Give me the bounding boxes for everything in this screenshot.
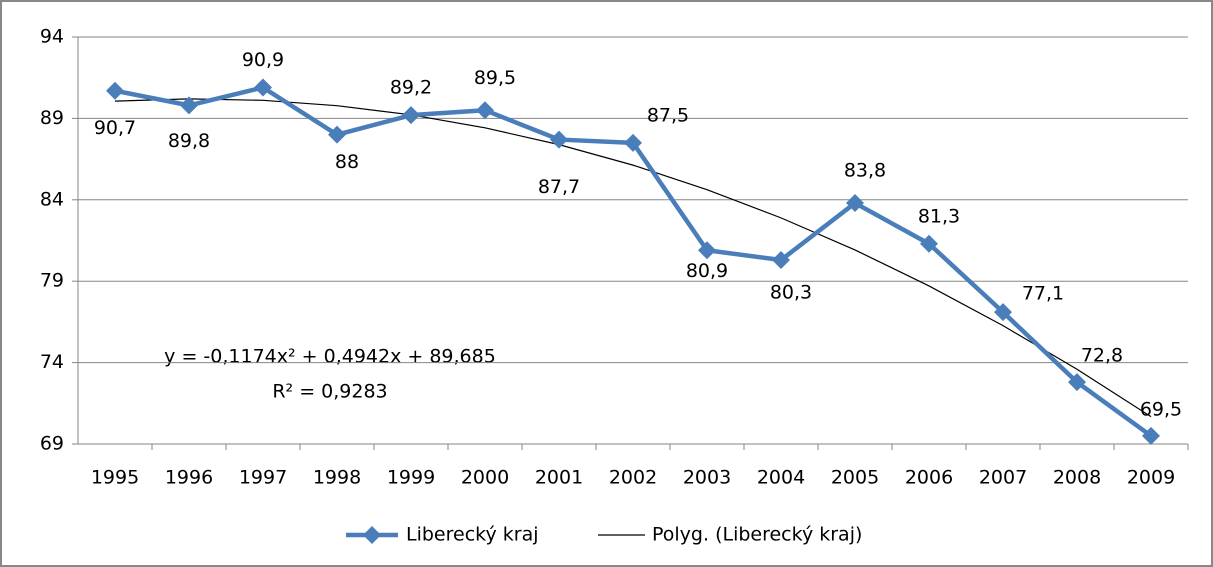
y-tick-label: 89 (40, 107, 64, 129)
marker (254, 78, 272, 97)
y-tick-label: 84 (40, 188, 64, 210)
marker (920, 234, 938, 253)
data-label: 80,9 (686, 260, 728, 282)
data-label: 83,8 (844, 160, 886, 182)
x-tick-label: 2001 (535, 467, 583, 489)
trend-equation: y = -0,1174x² + 0,4942x + 89,685 (164, 346, 496, 368)
y-tick-label: 74 (40, 351, 64, 373)
x-tick-label: 2005 (831, 467, 879, 489)
marker (1068, 373, 1086, 392)
data-label: 90,7 (94, 117, 136, 139)
x-tick-label: 2009 (1127, 467, 1175, 489)
data-label: 87,7 (538, 176, 580, 198)
data-label: 89,2 (390, 77, 432, 99)
x-tick-label: 2002 (609, 467, 657, 489)
data-label: 77,1 (1022, 283, 1064, 305)
y-tick-label: 69 (40, 433, 64, 455)
x-tick-label: 1996 (165, 467, 213, 489)
marker (180, 96, 198, 115)
x-tick-label: 2008 (1053, 467, 1101, 489)
marker (476, 101, 494, 120)
marker (106, 81, 124, 100)
x-tick-label: 2000 (461, 467, 509, 489)
marker (994, 303, 1012, 322)
y-tick-label: 79 (40, 270, 64, 292)
legend-label: Liberecký kraj (406, 524, 539, 546)
data-label: 87,5 (647, 104, 689, 126)
data-label: 88 (335, 151, 359, 173)
x-tick-label: 2007 (979, 467, 1027, 489)
x-tick-label: 2006 (905, 467, 953, 489)
marker (402, 106, 420, 125)
legend-label: Polyg. (Liberecký kraj) (652, 524, 862, 546)
x-tick-label: 2004 (757, 467, 805, 489)
data-label: 90,9 (242, 49, 284, 71)
x-tick-label: 1998 (313, 467, 361, 489)
marker (698, 241, 716, 260)
marker (772, 251, 790, 270)
data-label: 89,5 (474, 67, 516, 89)
data-label: 80,3 (770, 282, 812, 304)
x-tick-label: 1999 (387, 467, 435, 489)
data-label: 72,8 (1081, 345, 1123, 367)
marker (328, 125, 346, 144)
data-label: 69,5 (1140, 398, 1182, 420)
marker (846, 194, 864, 213)
trend-r-squared: R² = 0,9283 (272, 381, 387, 403)
marker (550, 130, 568, 149)
marker (1142, 426, 1160, 445)
x-tick-label: 1997 (239, 467, 287, 489)
x-tick-label: 2003 (683, 467, 731, 489)
x-tick-label: 1995 (91, 467, 139, 489)
marker (624, 133, 642, 152)
data-label: 89,8 (168, 130, 210, 152)
y-tick-label: 94 (40, 26, 64, 48)
legend-marker (363, 526, 381, 544)
data-label: 81,3 (918, 205, 960, 227)
